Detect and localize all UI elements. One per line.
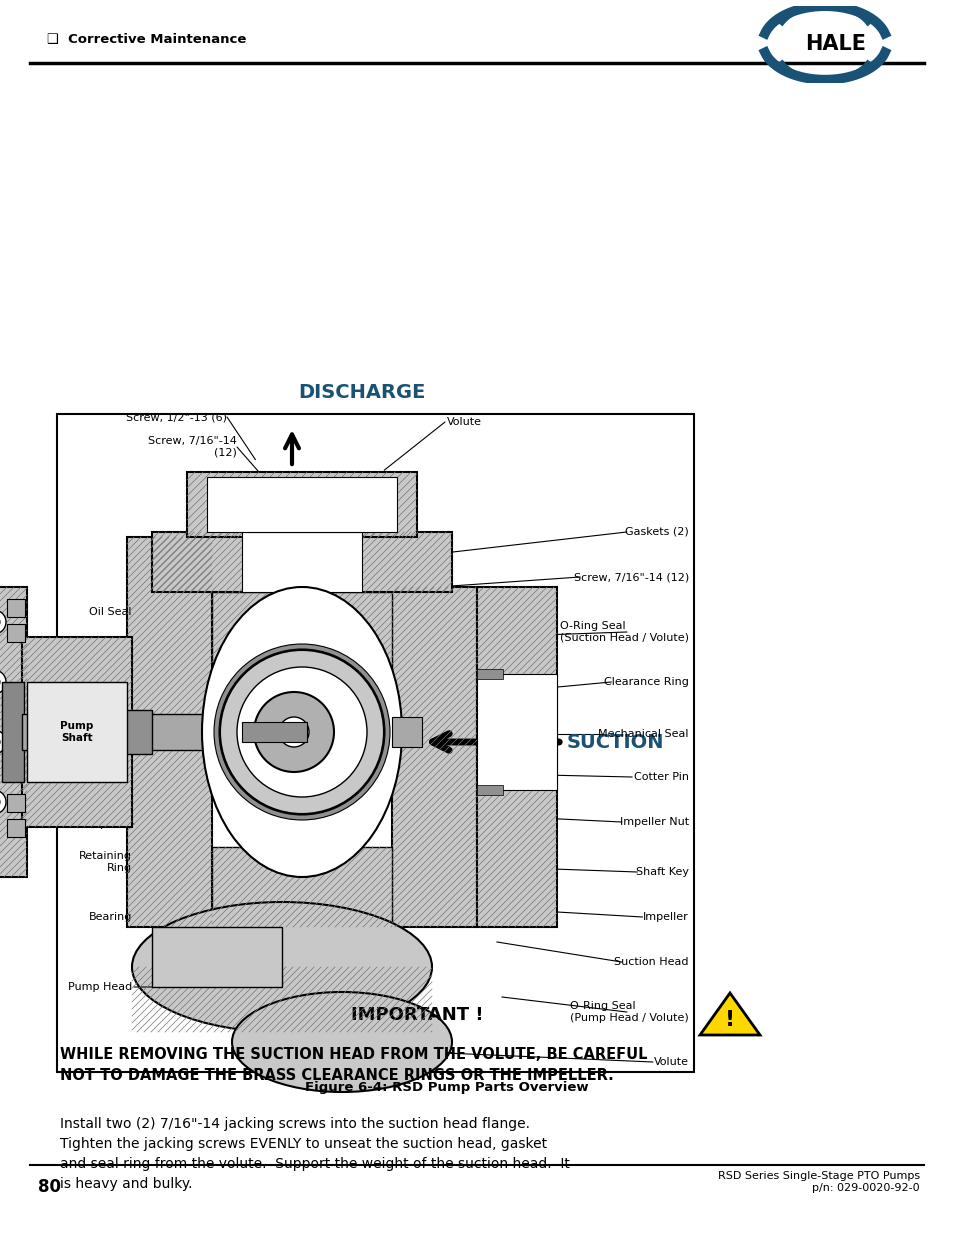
Bar — [7, 794, 25, 811]
Text: Impeller: Impeller — [642, 911, 688, 923]
Bar — [152, 532, 452, 592]
Text: Impeller Nut: Impeller Nut — [619, 818, 688, 827]
Bar — [242, 722, 307, 742]
Polygon shape — [700, 993, 760, 1035]
Circle shape — [0, 790, 6, 814]
Text: Gasket: Gasket — [93, 647, 132, 657]
Text: IMPORTANT !: IMPORTANT ! — [351, 1007, 483, 1024]
Text: Install two (2) 7/16"-14 jacking screws into the suction head flange.
Tighten th: Install two (2) 7/16"-14 jacking screws … — [60, 1116, 569, 1191]
Text: Gaskets (2): Gaskets (2) — [624, 527, 688, 537]
Bar — [152, 927, 282, 987]
Bar — [476, 587, 557, 927]
Circle shape — [236, 667, 367, 797]
Text: Mechanical Seal: Mechanical Seal — [598, 729, 688, 739]
Text: ❑  Corrective Maintenance: ❑ Corrective Maintenance — [47, 33, 246, 47]
Ellipse shape — [202, 587, 401, 877]
Text: !: ! — [724, 1010, 735, 1030]
Circle shape — [278, 718, 309, 747]
Ellipse shape — [232, 992, 452, 1092]
Text: Pump Head: Pump Head — [68, 982, 132, 992]
Text: HALE: HALE — [804, 35, 865, 54]
Bar — [7, 624, 25, 642]
Bar — [476, 674, 557, 790]
Bar — [22, 637, 132, 827]
Text: O-Ring Seal
(Suction Head / Volute): O-Ring Seal (Suction Head / Volute) — [559, 621, 688, 642]
Bar — [212, 592, 392, 692]
Text: Oil Seal: Oil Seal — [90, 606, 132, 618]
Bar — [57, 414, 693, 1072]
Text: Screw, 7/16"-14
(12): Screw, 7/16"-14 (12) — [148, 436, 236, 458]
Circle shape — [0, 730, 6, 755]
Bar — [207, 477, 396, 532]
Text: 80: 80 — [38, 1178, 61, 1195]
Bar — [212, 847, 392, 927]
Text: Shaft Key: Shaft Key — [636, 867, 688, 877]
Ellipse shape — [132, 902, 432, 1032]
Text: WHILE REMOVING THE SUCTION HEAD FROM THE VOLUTE, BE CAREFUL
NOT TO DAMAGE THE BR: WHILE REMOVING THE SUCTION HEAD FROM THE… — [60, 1047, 647, 1083]
Bar — [27, 682, 127, 782]
Text: SUCTION: SUCTION — [566, 732, 664, 752]
Text: Retaining
Ring: Retaining Ring — [79, 851, 132, 873]
Circle shape — [0, 610, 6, 634]
Text: Screw, 7/16"-14 (12): Screw, 7/16"-14 (12) — [573, 572, 688, 582]
Circle shape — [220, 650, 384, 814]
Text: Clearance Ring: Clearance Ring — [603, 677, 688, 687]
Circle shape — [253, 692, 334, 772]
Text: Cotter Pin: Cotter Pin — [634, 772, 688, 782]
Bar — [0, 587, 27, 877]
Bar — [7, 599, 25, 618]
Text: O-Ring Seal
(Pump Head / Volute): O-Ring Seal (Pump Head / Volute) — [570, 1002, 688, 1023]
Bar — [187, 472, 416, 537]
Text: Screw, 1/2"-13 (6): Screw, 1/2"-13 (6) — [126, 412, 227, 422]
Text: Spacer: Spacer — [93, 819, 132, 829]
Text: Bearing: Bearing — [89, 911, 132, 923]
Bar — [127, 537, 212, 927]
Bar — [2, 682, 24, 782]
Text: Pump
Shaft: Pump Shaft — [60, 721, 93, 742]
Text: Volute: Volute — [654, 1057, 688, 1067]
Bar — [476, 669, 502, 679]
Bar — [392, 718, 421, 747]
Text: DISCHARGE: DISCHARGE — [298, 383, 425, 403]
Bar — [242, 532, 361, 592]
Text: Figure 6-4: RSD Pump Parts Overview: Figure 6-4: RSD Pump Parts Overview — [305, 1082, 588, 1094]
Text: Suction Head: Suction Head — [614, 957, 688, 967]
Text: RSD Series Single-Stage PTO Pumps
p/n: 029-0020-92-0: RSD Series Single-Stage PTO Pumps p/n: 0… — [717, 1171, 919, 1193]
Bar — [392, 587, 476, 927]
Bar — [7, 819, 25, 837]
Circle shape — [0, 671, 6, 694]
Text: Volute: Volute — [447, 417, 481, 427]
Bar — [122, 710, 152, 755]
Bar — [476, 785, 502, 795]
Bar — [22, 714, 222, 750]
